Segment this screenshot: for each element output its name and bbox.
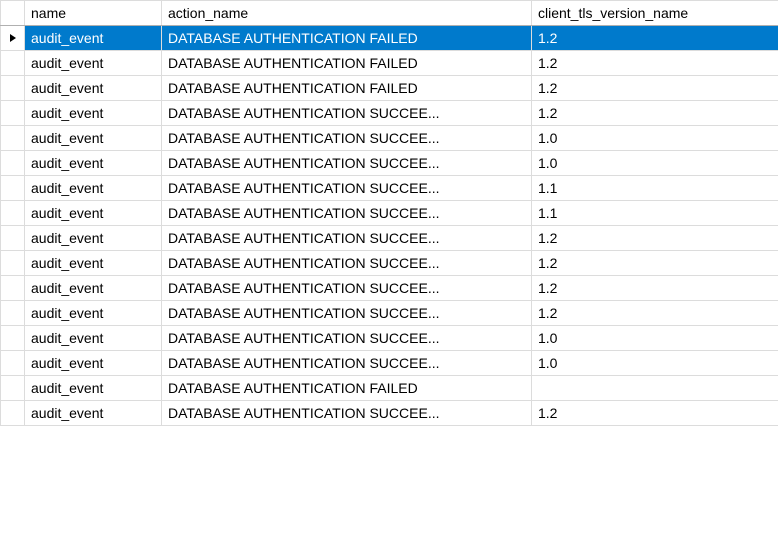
cell-name[interactable]: audit_event bbox=[25, 276, 162, 301]
table-row[interactable]: audit_eventDATABASE AUTHENTICATION SUCCE… bbox=[1, 176, 778, 201]
table-row[interactable]: audit_eventDATABASE AUTHENTICATION FAILE… bbox=[1, 76, 778, 101]
row-indicator-cell bbox=[1, 201, 25, 226]
cell-client-tls[interactable]: 1.2 bbox=[532, 251, 778, 276]
table-row[interactable]: audit_eventDATABASE AUTHENTICATION SUCCE… bbox=[1, 151, 778, 176]
row-indicator-cell bbox=[1, 326, 25, 351]
cell-name[interactable]: audit_event bbox=[25, 301, 162, 326]
cell-name[interactable]: audit_event bbox=[25, 76, 162, 101]
cell-action-name[interactable]: DATABASE AUTHENTICATION SUCCEE... bbox=[162, 351, 532, 376]
cell-action-name[interactable]: DATABASE AUTHENTICATION SUCCEE... bbox=[162, 151, 532, 176]
row-indicator-cell bbox=[1, 101, 25, 126]
cell-client-tls[interactable]: 1.1 bbox=[532, 176, 778, 201]
table-row[interactable]: audit_eventDATABASE AUTHENTICATION SUCCE… bbox=[1, 201, 778, 226]
cell-action-name[interactable]: DATABASE AUTHENTICATION SUCCEE... bbox=[162, 101, 532, 126]
table-row[interactable]: audit_eventDATABASE AUTHENTICATION FAILE… bbox=[1, 376, 778, 401]
cell-name[interactable]: audit_event bbox=[25, 401, 162, 426]
cell-client-tls[interactable]: 1.0 bbox=[532, 151, 778, 176]
table-row[interactable]: audit_eventDATABASE AUTHENTICATION SUCCE… bbox=[1, 101, 778, 126]
cell-name[interactable]: audit_event bbox=[25, 251, 162, 276]
cell-name[interactable]: audit_event bbox=[25, 201, 162, 226]
cell-client-tls[interactable]: 1.0 bbox=[532, 351, 778, 376]
cell-name[interactable]: audit_event bbox=[25, 151, 162, 176]
cell-client-tls[interactable] bbox=[532, 376, 778, 401]
cell-action-name[interactable]: DATABASE AUTHENTICATION SUCCEE... bbox=[162, 176, 532, 201]
cell-action-name[interactable]: DATABASE AUTHENTICATION FAILED bbox=[162, 51, 532, 76]
cell-action-name[interactable]: DATABASE AUTHENTICATION SUCCEE... bbox=[162, 126, 532, 151]
row-indicator-cell bbox=[1, 301, 25, 326]
row-indicator-cell bbox=[1, 401, 25, 426]
cell-action-name[interactable]: DATABASE AUTHENTICATION FAILED bbox=[162, 26, 532, 51]
row-indicator-cell bbox=[1, 51, 25, 76]
cell-name[interactable]: audit_event bbox=[25, 101, 162, 126]
row-indicator-icon bbox=[8, 30, 18, 40]
row-indicator-cell bbox=[1, 226, 25, 251]
cell-name[interactable]: audit_event bbox=[25, 126, 162, 151]
table-row[interactable]: audit_eventDATABASE AUTHENTICATION SUCCE… bbox=[1, 276, 778, 301]
cell-action-name[interactable]: DATABASE AUTHENTICATION SUCCEE... bbox=[162, 276, 532, 301]
cell-action-name[interactable]: DATABASE AUTHENTICATION SUCCEE... bbox=[162, 226, 532, 251]
cell-action-name[interactable]: DATABASE AUTHENTICATION SUCCEE... bbox=[162, 401, 532, 426]
row-indicator-cell bbox=[1, 276, 25, 301]
cell-client-tls[interactable]: 1.2 bbox=[532, 26, 778, 51]
cell-name[interactable]: audit_event bbox=[25, 51, 162, 76]
table-row[interactable]: audit_eventDATABASE AUTHENTICATION SUCCE… bbox=[1, 226, 778, 251]
cell-client-tls[interactable]: 1.2 bbox=[532, 51, 778, 76]
col-header-action-name[interactable]: action_name bbox=[162, 1, 532, 26]
row-indicator-cell bbox=[1, 26, 25, 51]
row-indicator-cell bbox=[1, 351, 25, 376]
cell-action-name[interactable]: DATABASE AUTHENTICATION FAILED bbox=[162, 76, 532, 101]
row-indicator-cell bbox=[1, 126, 25, 151]
table-row[interactable]: audit_eventDATABASE AUTHENTICATION SUCCE… bbox=[1, 401, 778, 426]
row-indicator-cell bbox=[1, 376, 25, 401]
cell-client-tls[interactable]: 1.0 bbox=[532, 126, 778, 151]
row-indicator-cell bbox=[1, 151, 25, 176]
results-grid[interactable]: name action_name client_tls_version_name… bbox=[0, 0, 778, 426]
table-row[interactable]: audit_eventDATABASE AUTHENTICATION SUCCE… bbox=[1, 301, 778, 326]
cell-client-tls[interactable]: 1.2 bbox=[532, 226, 778, 251]
cell-name[interactable]: audit_event bbox=[25, 176, 162, 201]
row-indicator-cell bbox=[1, 176, 25, 201]
table-row[interactable]: audit_eventDATABASE AUTHENTICATION SUCCE… bbox=[1, 251, 778, 276]
cell-name[interactable]: audit_event bbox=[25, 26, 162, 51]
cell-client-tls[interactable]: 1.2 bbox=[532, 276, 778, 301]
cell-client-tls[interactable]: 1.0 bbox=[532, 326, 778, 351]
table-row[interactable]: audit_eventDATABASE AUTHENTICATION SUCCE… bbox=[1, 126, 778, 151]
cell-name[interactable]: audit_event bbox=[25, 351, 162, 376]
cell-name[interactable]: audit_event bbox=[25, 376, 162, 401]
col-header-name[interactable]: name bbox=[25, 1, 162, 26]
cell-client-tls[interactable]: 1.2 bbox=[532, 401, 778, 426]
cell-name[interactable]: audit_event bbox=[25, 326, 162, 351]
row-indicator-cell bbox=[1, 76, 25, 101]
table-row[interactable]: audit_eventDATABASE AUTHENTICATION FAILE… bbox=[1, 26, 778, 51]
cell-action-name[interactable]: DATABASE AUTHENTICATION SUCCEE... bbox=[162, 201, 532, 226]
cell-client-tls[interactable]: 1.2 bbox=[532, 101, 778, 126]
cell-client-tls[interactable]: 1.2 bbox=[532, 301, 778, 326]
cell-name[interactable]: audit_event bbox=[25, 226, 162, 251]
cell-action-name[interactable]: DATABASE AUTHENTICATION SUCCEE... bbox=[162, 326, 532, 351]
header-row: name action_name client_tls_version_name bbox=[1, 1, 778, 26]
table-row[interactable]: audit_eventDATABASE AUTHENTICATION SUCCE… bbox=[1, 326, 778, 351]
gutter-header bbox=[1, 1, 25, 26]
row-indicator-cell bbox=[1, 251, 25, 276]
col-header-client-tls[interactable]: client_tls_version_name bbox=[532, 1, 778, 26]
table-row[interactable]: audit_eventDATABASE AUTHENTICATION FAILE… bbox=[1, 51, 778, 76]
cell-client-tls[interactable]: 1.1 bbox=[532, 201, 778, 226]
cell-client-tls[interactable]: 1.2 bbox=[532, 76, 778, 101]
table-row[interactable]: audit_eventDATABASE AUTHENTICATION SUCCE… bbox=[1, 351, 778, 376]
cell-action-name[interactable]: DATABASE AUTHENTICATION SUCCEE... bbox=[162, 301, 532, 326]
cell-action-name[interactable]: DATABASE AUTHENTICATION FAILED bbox=[162, 376, 532, 401]
cell-action-name[interactable]: DATABASE AUTHENTICATION SUCCEE... bbox=[162, 251, 532, 276]
